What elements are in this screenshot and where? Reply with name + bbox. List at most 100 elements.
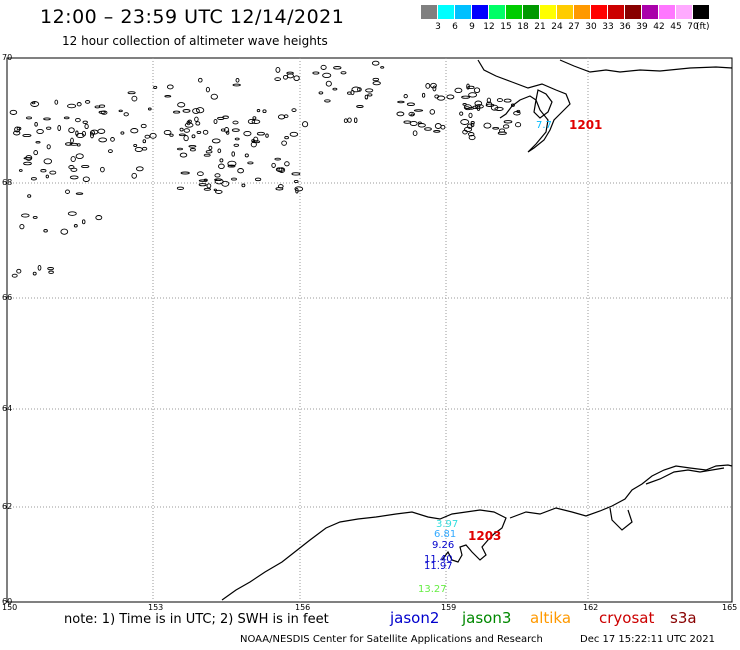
lake-outline: [33, 150, 39, 156]
lake-outline: [231, 128, 240, 132]
lake-outline: [31, 101, 36, 105]
footer-note: note: 1) Time is in UTC; 2) SWH is in fe…: [64, 612, 329, 627]
lake-outline: [283, 114, 289, 119]
map-title: 12:00 – 23:59 UTC 12/14/2021: [40, 6, 345, 28]
lake-outline: [45, 174, 49, 179]
lake-outline: [37, 264, 42, 271]
lake-outline: [192, 108, 200, 114]
lake-outline: [133, 143, 138, 148]
graticule: [7, 58, 732, 602]
satellite-cryosat: cryosat: [599, 609, 655, 627]
coastline-gulf: [509, 464, 733, 519]
lake-outline: [224, 127, 230, 133]
lake-outline: [49, 170, 57, 175]
lake-outline: [241, 183, 246, 188]
legend-label: 24: [551, 22, 563, 32]
lake-outline: [496, 98, 503, 103]
lake-outline: [281, 140, 287, 146]
lake-outline: [274, 77, 282, 81]
legend-swatch: [489, 5, 505, 19]
lake-outline: [195, 121, 201, 126]
lake-outline: [107, 149, 113, 153]
lake-outline: [515, 122, 522, 128]
lake-outline: [177, 102, 186, 108]
lake-outline: [470, 121, 475, 125]
lake-outline: [100, 166, 105, 173]
lake-outline: [13, 130, 21, 136]
lake-outline: [25, 154, 33, 161]
lake-outline: [429, 109, 436, 115]
legend-label: 6: [452, 22, 458, 32]
lake-outline: [231, 151, 235, 157]
lake-outline: [467, 85, 475, 90]
legend-label: 15: [500, 22, 512, 32]
lake-outline: [325, 80, 332, 87]
lake-outline: [18, 169, 23, 172]
lake-outline: [461, 95, 471, 99]
lake-outline: [494, 106, 504, 111]
legend-swatch: [506, 5, 522, 19]
lake-outline: [463, 126, 473, 133]
legend-swatch: [421, 5, 437, 19]
lake-outline: [194, 116, 199, 122]
legend-label: 36: [619, 22, 631, 32]
swh-value: 13.27: [418, 584, 447, 595]
lake-outline: [179, 152, 188, 158]
pass-time: 1201: [569, 118, 603, 132]
lake-outline: [184, 122, 194, 128]
lake-outline: [237, 168, 244, 174]
lake-outline: [135, 166, 144, 172]
lake-outline: [205, 150, 213, 154]
lake-outline: [343, 118, 348, 124]
legend-label: 33: [602, 22, 614, 32]
lake-outline: [218, 163, 225, 170]
lake-outline: [183, 135, 189, 142]
lake-outline: [63, 116, 70, 120]
credit-line: NOAA/NESDIS Center for Satellite Applica…: [240, 634, 543, 645]
lake-outline: [30, 177, 37, 181]
lake-outline: [27, 194, 32, 198]
lake-outline: [65, 189, 70, 194]
lake-outline: [460, 119, 470, 125]
lake-outline: [220, 128, 226, 132]
lake-outline: [356, 105, 364, 108]
lake-outline: [127, 91, 136, 95]
lake-outline: [23, 156, 33, 160]
lake-outline: [472, 105, 481, 109]
map-frame: [6, 57, 733, 603]
lake-outline: [351, 86, 361, 93]
lake-outline: [468, 92, 478, 98]
coastline-peninsula: [533, 89, 553, 119]
lake-outline: [213, 188, 217, 192]
lake-outline: [70, 137, 74, 144]
coastline-north: [559, 59, 733, 73]
lake-outline: [498, 128, 506, 133]
lake-outline: [425, 83, 431, 89]
longitude-label: 159: [441, 603, 457, 612]
lake-outline: [142, 139, 147, 144]
lake-outline: [467, 132, 475, 137]
lake-outline: [32, 215, 38, 219]
lake-outline: [424, 127, 432, 131]
lake-outline: [412, 130, 418, 137]
lake-outline: [473, 87, 481, 94]
lake-outline: [164, 95, 172, 98]
lake-outline: [410, 113, 415, 117]
lake-outline: [131, 172, 137, 179]
lake-outline: [166, 84, 174, 90]
legend-label: 39: [636, 22, 648, 32]
lake-outline: [196, 130, 202, 134]
lake-outline: [68, 127, 75, 134]
lake-outline: [130, 128, 139, 134]
lake-outline: [322, 72, 332, 79]
lake-outline: [22, 133, 32, 138]
lake-outline: [353, 117, 358, 123]
lake-outline: [396, 111, 405, 117]
lake-outline: [251, 140, 261, 144]
lake-outline: [75, 153, 84, 160]
lake-outline: [118, 109, 123, 113]
coastline-inlet: [645, 467, 725, 485]
satellite-jason2: jason2: [390, 609, 440, 627]
lake-outline: [276, 167, 284, 173]
lake-outline: [371, 60, 380, 66]
